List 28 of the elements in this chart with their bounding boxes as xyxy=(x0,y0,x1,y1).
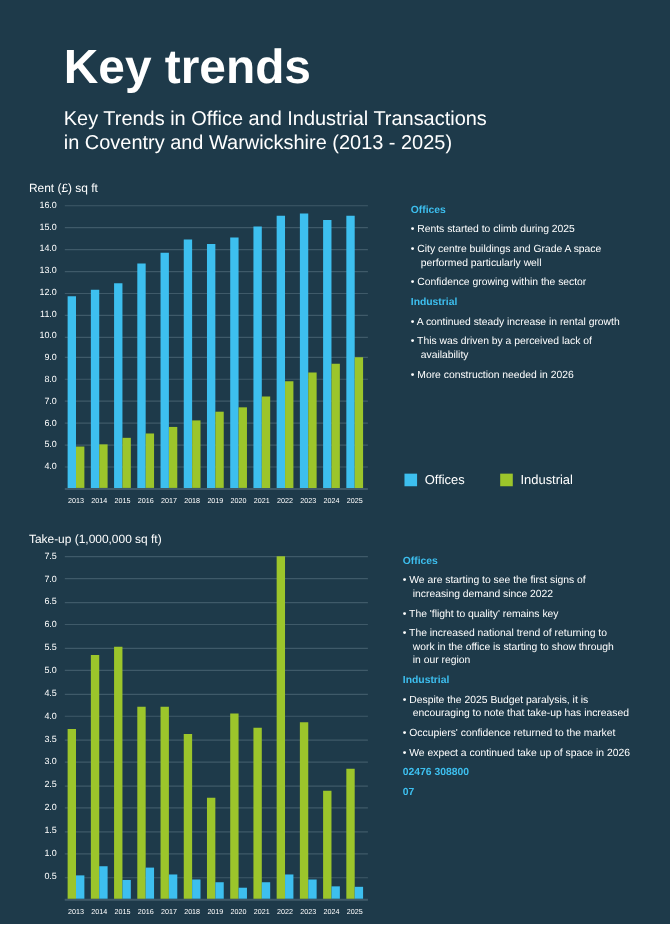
bar xyxy=(285,874,294,899)
bar xyxy=(299,722,309,899)
bar xyxy=(354,886,364,899)
bar xyxy=(122,879,131,899)
bar xyxy=(183,734,193,899)
bar xyxy=(323,790,332,899)
bar xyxy=(67,729,76,899)
bar xyxy=(261,882,271,899)
bar xyxy=(99,866,108,899)
bar xyxy=(145,867,155,899)
bar xyxy=(192,879,201,899)
bar xyxy=(137,706,146,899)
bar xyxy=(253,727,262,899)
bar xyxy=(206,797,216,899)
bar xyxy=(276,556,286,899)
bar xyxy=(230,713,239,899)
bar xyxy=(114,646,123,899)
bar xyxy=(331,886,340,899)
chart-title: Key trends xyxy=(63,41,311,96)
bar xyxy=(346,768,355,899)
bar xyxy=(308,879,317,899)
bar xyxy=(160,706,169,899)
bar xyxy=(76,875,85,899)
bar xyxy=(90,654,100,899)
bar xyxy=(168,874,178,899)
bar xyxy=(238,887,247,899)
chart-subtitle: Key Trends in Office and Industrial Transactions in Coventry and Warwickshire (2013 - 2025) xyxy=(63,109,487,155)
bar xyxy=(215,882,224,899)
